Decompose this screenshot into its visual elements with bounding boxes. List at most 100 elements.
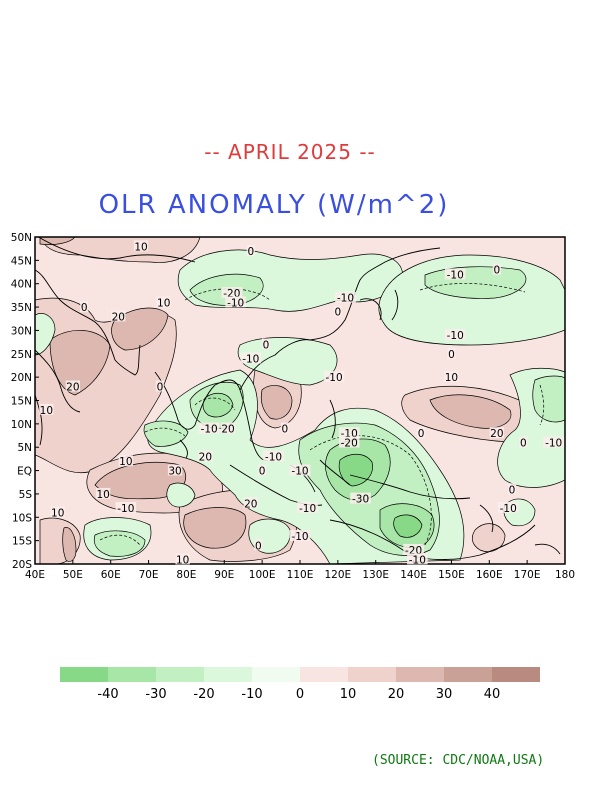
contour-label: -10 (117, 503, 134, 515)
contour-label: 0 (157, 381, 164, 393)
lat-tick-label: EQ (17, 466, 32, 478)
colorbar-swatch (444, 667, 492, 682)
strong-positive-region (183, 507, 247, 549)
contour-label-bg (261, 338, 271, 350)
lon-tick-label: 40E (25, 569, 45, 581)
contour-label-bg (289, 464, 311, 476)
contour-label-bg (543, 436, 564, 448)
very-strong-negative-region (393, 514, 423, 538)
contour-label: -30 (352, 494, 369, 506)
contour-label: -10 (227, 297, 244, 309)
contour-label: 0 (255, 540, 262, 552)
strong-negative-region (202, 392, 234, 418)
contour-label-bg (403, 543, 424, 555)
colorbar-swatch (300, 667, 348, 682)
contour-label: -10 (447, 269, 464, 281)
lat-tick-label: 35N (11, 302, 32, 314)
lon-tick-label: 90E (214, 569, 234, 581)
contour-label: 20 (199, 452, 212, 464)
contour-label: -10 (325, 372, 342, 384)
olr-anomaly-map: 50N 45N 40N 35N 30N 25N 20N 15N 10N 5N EQ 5S 10S 15S 2… (11, 232, 575, 581)
contour-label: 0 (259, 466, 266, 478)
colorbar-label: 20 (388, 687, 405, 702)
contour-label-bg (80, 301, 89, 313)
contour-label-bg (111, 310, 126, 322)
contour-label-bg (444, 268, 466, 280)
contour-label-bg (280, 422, 289, 434)
contour-label-bg (254, 539, 263, 551)
contour-label-bg (289, 529, 311, 541)
colorbar-label: -40 (97, 687, 118, 702)
contour-label: 0 (282, 424, 289, 436)
contour-label-bg (417, 427, 426, 439)
map-title: OLR ANOMALY (W/m^2) (98, 190, 450, 220)
lat-tick-label: 40N (11, 279, 32, 291)
colorbar-label: -30 (145, 687, 166, 702)
strong-positive-region (429, 394, 512, 429)
colorbar-swatch (204, 667, 252, 682)
contour-label-bg (507, 483, 517, 495)
lon-tick-label: 140E (400, 569, 427, 581)
contour-label-bg (225, 296, 246, 308)
contour-label: -10 (291, 466, 308, 478)
contour-label: 10 (40, 405, 53, 417)
lon-tick-label: 170E (514, 569, 541, 581)
contour-label: 10 (96, 489, 109, 501)
colorbar-swatch (60, 667, 108, 682)
contour-label: 20 (66, 381, 79, 393)
contour-label: 20 (244, 498, 257, 510)
contour-label: 10 (176, 554, 189, 566)
lat-tick-label: 10N (11, 419, 32, 431)
contour-label-bg (519, 436, 528, 448)
data-source: (SOURCE: CDC/NOAA,USA) (372, 753, 545, 768)
contour-label-bg (338, 436, 360, 448)
colorbar-label: 10 (340, 687, 357, 702)
colorbar-swatch (156, 667, 204, 682)
contour-label-bg (118, 455, 134, 467)
contour-label-bg (335, 291, 356, 303)
contour-label: 0 (494, 265, 501, 277)
contour-label: 10 (157, 297, 170, 309)
contour-label-bg (156, 296, 171, 308)
colorbar-swatch (348, 667, 396, 682)
lon-tick-label: 150E (438, 569, 465, 581)
contour-label-bg (198, 422, 220, 434)
lon-tick-label: 100E (249, 569, 276, 581)
contour-label: 10 (119, 456, 132, 468)
contour-label-bg (489, 427, 505, 439)
lat-tick-label: 10S (12, 512, 32, 524)
lon-tick-label: 120E (325, 569, 352, 581)
colorbar-label: 30 (436, 687, 453, 702)
contour-label-bg (297, 501, 318, 513)
lon-tick-label: 80E (176, 569, 196, 581)
lat-tick-label: 15N (11, 396, 32, 408)
contour-label: 0 (520, 438, 527, 450)
contour-label-bg (447, 347, 456, 359)
contour-label-bg (338, 427, 360, 439)
contour-label: 10 (134, 241, 147, 253)
colorbar-swatch (396, 667, 444, 682)
contour-label-bg (246, 245, 255, 257)
colorbar-label: 40 (484, 687, 501, 702)
contour-label: 20 (112, 311, 125, 323)
contour-label: -10 (500, 503, 517, 515)
contour-label-bg (350, 492, 371, 504)
contour-label: -10 (545, 438, 562, 450)
positive-region (471, 523, 506, 552)
contour-label-bg (65, 380, 81, 392)
contour-label-bg (258, 464, 267, 476)
contour-label: -10 (299, 503, 316, 515)
lat-tick-label: 20S (12, 559, 32, 571)
contour-label-bg (263, 450, 284, 462)
lon-tick-label: 180 (555, 569, 575, 581)
coastlines (35, 237, 561, 560)
contour-label: -20 (341, 438, 358, 450)
colorbar-label: 0 (296, 687, 304, 702)
contour-label: -10 (447, 330, 464, 342)
contour-label: -10 (201, 424, 218, 436)
very-strong-negative-region (338, 453, 373, 487)
contour-label-bg (220, 422, 236, 434)
lon-tick-label: 160E (476, 569, 503, 581)
contour-label: 20 (221, 424, 234, 436)
